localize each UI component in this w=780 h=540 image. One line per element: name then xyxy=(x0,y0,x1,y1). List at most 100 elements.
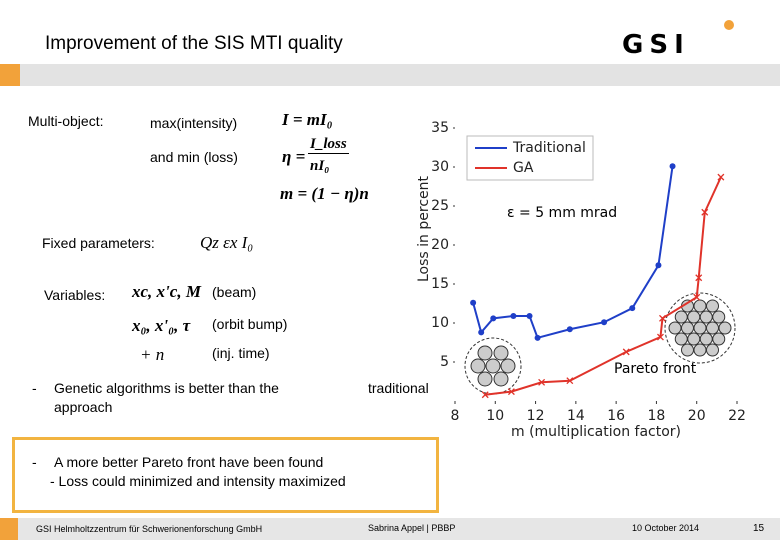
point xyxy=(622,348,630,356)
variables-label: Variables: xyxy=(44,287,106,303)
beamlet xyxy=(681,343,694,357)
beamlet xyxy=(674,332,688,346)
footer-author: Sabrina Appel | PBBP xyxy=(368,523,456,533)
point xyxy=(478,329,485,336)
footer-page: 15 xyxy=(753,523,765,534)
beamlet xyxy=(706,299,719,313)
variable-note: (orbit bump) xyxy=(212,316,288,332)
beamlet xyxy=(706,321,719,335)
footer-date: 10 October 2014 xyxy=(632,523,700,533)
bullet-text: A more better Pareto front have been fou… xyxy=(54,454,324,470)
point xyxy=(566,377,574,385)
bullet-marker: - xyxy=(32,454,37,470)
formula: m = (1 − η)n xyxy=(280,184,369,203)
x-axis-label: m (multiplication factor) xyxy=(511,424,681,440)
point xyxy=(507,388,515,396)
legend-label: Traditional xyxy=(512,140,586,156)
point xyxy=(510,312,517,319)
point xyxy=(693,293,701,301)
slide-title: Improvement of the SIS MTI quality xyxy=(45,33,343,54)
point xyxy=(629,305,636,312)
objective-max: max(intensity) xyxy=(150,115,238,131)
formula: I = mI₀ xyxy=(282,110,333,129)
footer-bar xyxy=(0,518,780,540)
title-bar-accent xyxy=(0,64,20,86)
point xyxy=(701,208,709,216)
logo: GSI xyxy=(622,30,690,60)
point xyxy=(481,391,489,399)
beamlet xyxy=(681,321,694,335)
point xyxy=(526,312,533,319)
x-tick-label: 16 xyxy=(607,408,625,424)
beamlet xyxy=(687,332,701,346)
fixed-symbols: Qz εx I₀ xyxy=(200,233,254,252)
point xyxy=(695,274,703,282)
formula-numerator: I_loss xyxy=(308,136,349,154)
title-bar xyxy=(0,64,780,86)
beamlet xyxy=(699,310,713,324)
beamlet xyxy=(668,321,682,335)
beamlet xyxy=(693,299,707,313)
point xyxy=(659,314,666,322)
x-tick-label: 18 xyxy=(648,408,666,424)
bullet-text: traditional xyxy=(368,380,429,396)
x-tick-label: 22 xyxy=(728,408,746,424)
y-tick-label: 10 xyxy=(431,315,449,331)
point xyxy=(601,319,608,326)
bullet-text: approach xyxy=(54,399,113,415)
y-tick-label: 35 xyxy=(431,120,449,136)
point xyxy=(490,315,497,322)
variable-note: (inj. time) xyxy=(212,345,270,361)
fixed-label: Fixed parameters: xyxy=(42,235,155,251)
point xyxy=(655,262,662,269)
point xyxy=(656,333,664,341)
beamlet xyxy=(712,332,726,346)
bullet-text: Genetic algorithms is better than the xyxy=(54,380,279,396)
annotation: Pareto front xyxy=(614,361,697,377)
beamlet xyxy=(485,358,501,374)
annotation: ε = 5 mm mrad xyxy=(507,205,617,221)
beamlet xyxy=(693,343,707,357)
variable-symbols: xc, x'c, M xyxy=(132,282,201,301)
formula-denominator: nI₀ xyxy=(310,158,330,174)
footer-institute: GSI Helmholtzzentrum für Schwerionenfors… xyxy=(36,524,263,534)
beamlet xyxy=(687,310,701,324)
beam-outline xyxy=(464,337,522,395)
beamlet xyxy=(493,345,509,361)
footer-accent xyxy=(0,518,18,540)
point xyxy=(534,334,541,341)
beamlet xyxy=(712,310,726,324)
beamlet xyxy=(718,321,732,335)
beamlet xyxy=(477,345,493,361)
point xyxy=(538,378,546,386)
point xyxy=(566,326,573,333)
y-tick-label: 5 xyxy=(440,354,449,370)
objective-label: Multi-object: xyxy=(28,113,104,129)
variable-symbols: x₀, x'₀, τ xyxy=(132,316,191,335)
x-tick-label: 12 xyxy=(527,408,545,424)
legend-label: GA xyxy=(513,160,534,176)
beamlet xyxy=(500,358,516,374)
variable-note: (beam) xyxy=(212,284,257,300)
formula: η = xyxy=(282,147,306,166)
y-tick-label: 25 xyxy=(431,198,449,214)
point xyxy=(470,299,477,306)
beamlet xyxy=(693,321,707,335)
x-tick-label: 14 xyxy=(567,408,585,424)
beamlet xyxy=(674,310,688,324)
beamlet xyxy=(470,358,486,374)
objective-min: and min (loss) xyxy=(150,149,238,165)
highlight-box xyxy=(12,437,439,513)
bullet-text: - Loss could minimized and intensity max… xyxy=(50,473,346,489)
beamlet xyxy=(706,343,719,357)
beamlet xyxy=(493,371,509,387)
beamlet xyxy=(699,332,713,346)
y-tick-label: 30 xyxy=(431,159,449,175)
legend-box xyxy=(466,135,594,181)
y-tick-label: 20 xyxy=(431,237,449,253)
y-tick-label: 15 xyxy=(431,276,449,292)
bullet-marker: - xyxy=(32,380,37,396)
point xyxy=(669,163,676,170)
